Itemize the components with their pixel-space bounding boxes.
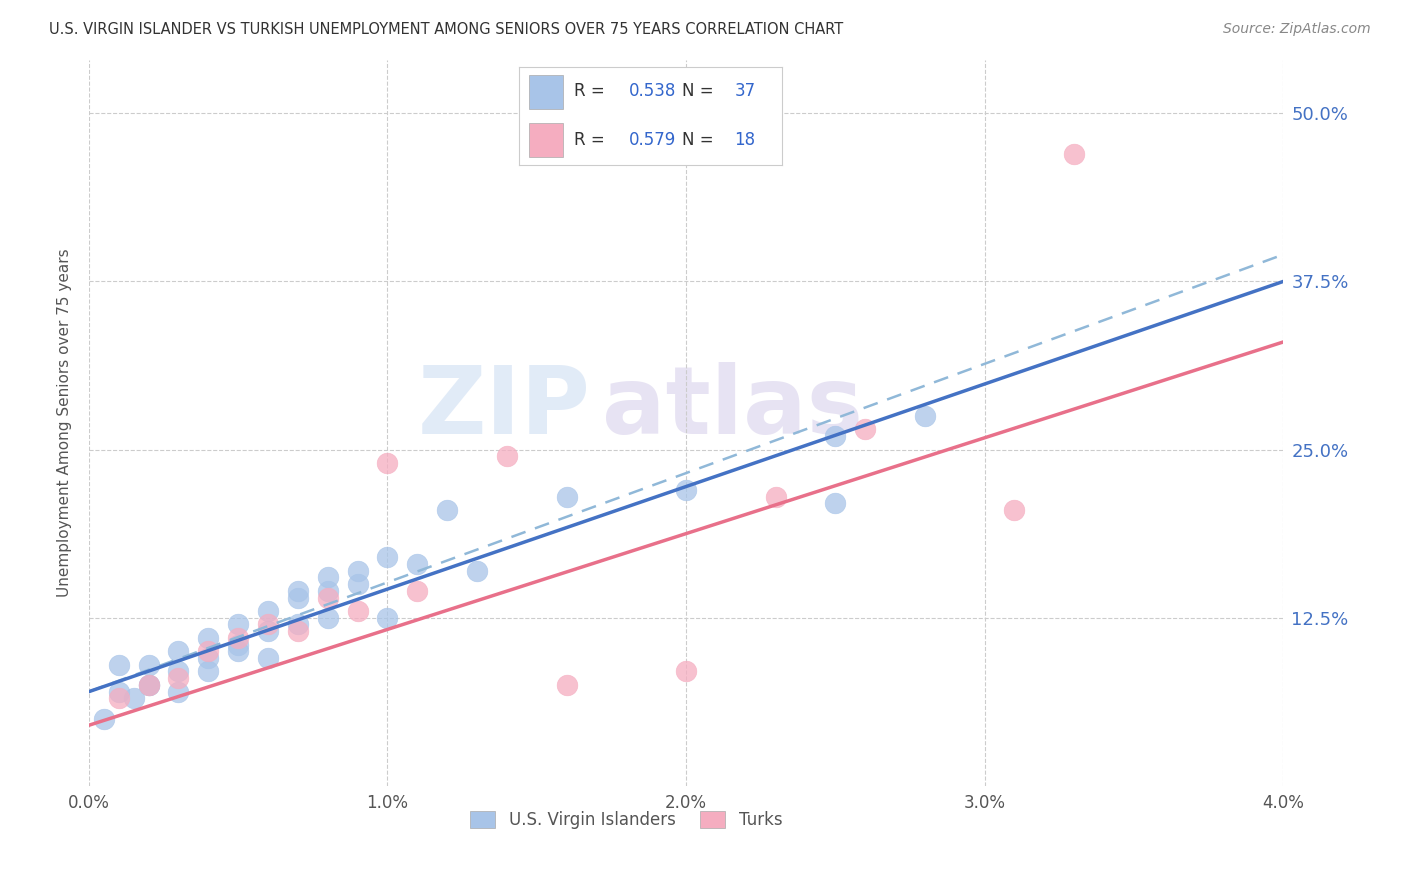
Point: [316, 570, 339, 584]
Point: [167, 671, 190, 685]
Point: [377, 610, 399, 624]
Point: [257, 617, 280, 632]
Point: [555, 678, 578, 692]
Point: [257, 624, 280, 639]
Point: [675, 665, 697, 679]
Point: [406, 583, 429, 598]
Point: [465, 564, 488, 578]
Point: [226, 638, 249, 652]
Point: [138, 678, 160, 692]
Point: [675, 483, 697, 497]
Point: [495, 450, 517, 464]
Point: [138, 657, 160, 672]
Point: [316, 591, 339, 605]
Point: [122, 691, 145, 706]
Point: [287, 591, 309, 605]
Point: [853, 422, 876, 436]
Point: [824, 429, 846, 443]
Point: [167, 644, 190, 658]
Point: [197, 665, 219, 679]
Point: [107, 684, 129, 698]
Point: [93, 712, 115, 726]
Point: [555, 490, 578, 504]
Point: [287, 624, 309, 639]
Text: ZIP: ZIP: [418, 362, 591, 454]
Point: [346, 564, 368, 578]
Point: [765, 490, 787, 504]
Point: [824, 496, 846, 510]
Point: [107, 657, 129, 672]
Point: [914, 409, 936, 423]
Point: [377, 550, 399, 565]
Point: [287, 583, 309, 598]
Point: [226, 644, 249, 658]
Point: [226, 631, 249, 645]
Point: [1002, 503, 1025, 517]
Text: Source: ZipAtlas.com: Source: ZipAtlas.com: [1223, 22, 1371, 37]
Point: [107, 691, 129, 706]
Point: [167, 684, 190, 698]
Point: [287, 617, 309, 632]
Point: [377, 456, 399, 470]
Point: [197, 631, 219, 645]
Point: [1063, 146, 1085, 161]
Point: [197, 644, 219, 658]
Point: [138, 678, 160, 692]
Point: [197, 651, 219, 665]
Point: [226, 617, 249, 632]
Point: [316, 610, 339, 624]
Legend: U.S. Virgin Islanders, Turks: U.S. Virgin Islanders, Turks: [464, 804, 789, 836]
Point: [346, 604, 368, 618]
Point: [406, 557, 429, 571]
Point: [257, 604, 280, 618]
Point: [257, 651, 280, 665]
Text: atlas: atlas: [602, 362, 863, 454]
Point: [167, 665, 190, 679]
Text: U.S. VIRGIN ISLANDER VS TURKISH UNEMPLOYMENT AMONG SENIORS OVER 75 YEARS CORRELA: U.S. VIRGIN ISLANDER VS TURKISH UNEMPLOY…: [49, 22, 844, 37]
Point: [436, 503, 458, 517]
Point: [138, 678, 160, 692]
Point: [346, 577, 368, 591]
Y-axis label: Unemployment Among Seniors over 75 years: Unemployment Among Seniors over 75 years: [58, 248, 72, 597]
Point: [316, 583, 339, 598]
